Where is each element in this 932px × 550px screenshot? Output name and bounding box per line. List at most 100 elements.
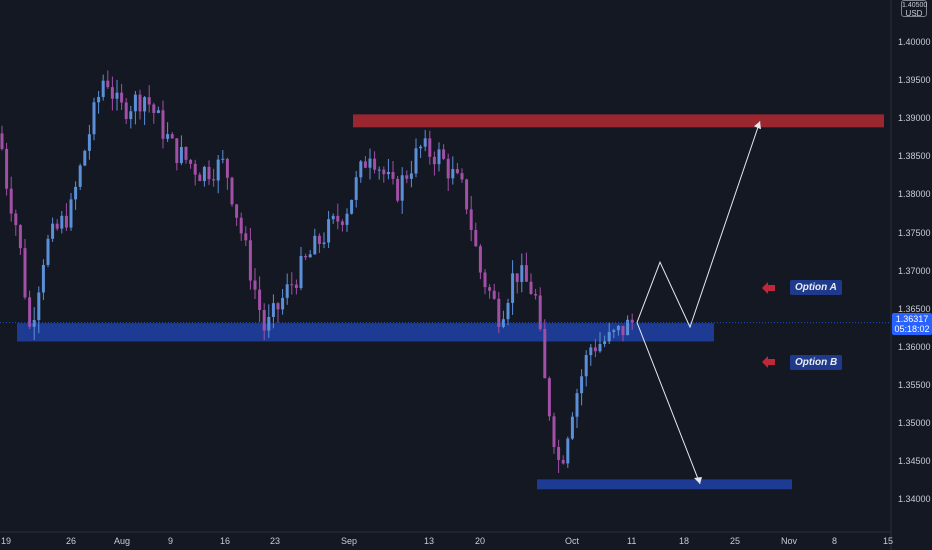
candle-down: [225, 158, 229, 178]
current-price-tag: 1.36317 05:18:02: [892, 313, 932, 335]
candle-up: [359, 161, 363, 178]
candle-down: [235, 204, 239, 218]
candle-up: [179, 146, 183, 164]
candle-down: [621, 325, 625, 336]
candle-up: [414, 148, 418, 174]
candle-down: [630, 319, 634, 323]
candle-down: [534, 293, 538, 296]
candle-up: [308, 254, 312, 258]
candle-up: [166, 134, 170, 139]
price-tick: 1.36500: [898, 303, 931, 314]
candle-up: [143, 97, 147, 112]
candle-down: [276, 303, 280, 310]
candle-up: [60, 215, 64, 229]
candle-up: [575, 393, 579, 417]
candle-down: [428, 138, 432, 157]
candle-down: [497, 298, 501, 327]
candle-down: [0, 133, 4, 149]
candle-down: [373, 158, 377, 170]
date-tick: 16: [220, 536, 231, 546]
candle-up: [350, 199, 354, 214]
currency-label: 1.40500 USD: [901, 0, 928, 18]
candle-down: [382, 169, 386, 175]
candle-down: [547, 378, 551, 417]
candle-down: [483, 272, 487, 288]
candle-down: [161, 110, 165, 139]
candle-up: [616, 325, 620, 331]
candle-down: [294, 284, 298, 289]
candle-down: [552, 416, 556, 448]
option-a-path: [636, 121, 761, 329]
candle-up: [285, 284, 289, 298]
candle-down: [207, 166, 211, 180]
candle-down: [152, 104, 156, 113]
candle-up: [271, 303, 275, 317]
candle-up: [74, 186, 78, 200]
price-tick: 1.37000: [898, 265, 931, 276]
candle-down: [253, 280, 257, 290]
candle-up: [202, 166, 206, 182]
candle-down: [524, 265, 528, 282]
candle-down: [492, 290, 496, 299]
candle-up: [598, 344, 602, 352]
candle-down: [432, 156, 436, 165]
candle-down: [515, 273, 519, 282]
candle-up: [216, 159, 220, 181]
candle-up: [377, 169, 381, 171]
candle-down: [336, 215, 340, 222]
candle-up: [115, 92, 119, 99]
candle-down: [120, 92, 124, 103]
candle-up: [368, 158, 372, 168]
candle-up: [501, 319, 505, 327]
option-a-label[interactable]: Option A: [790, 280, 842, 295]
candle-up: [267, 316, 271, 331]
option-b-label[interactable]: Option B: [790, 355, 843, 370]
candle-down: [290, 284, 294, 286]
candle-down: [317, 235, 321, 244]
candle-down: [14, 213, 18, 226]
price-tick: 1.40000: [898, 37, 931, 47]
candle-up: [451, 169, 455, 179]
date-tick: Aug: [114, 536, 131, 546]
current-price-countdown: 05:18:02: [894, 324, 930, 334]
candle-down: [405, 175, 409, 179]
candle-up: [626, 319, 630, 336]
candle-down: [193, 163, 197, 175]
candle-down: [138, 94, 142, 112]
candle-up: [580, 376, 584, 394]
candle-up: [607, 332, 611, 342]
option-b-arrowhead: [694, 476, 702, 484]
candle-up: [46, 238, 50, 265]
candle-up: [156, 110, 160, 113]
candle-down: [5, 148, 9, 189]
price-tick: 1.34000: [898, 494, 931, 505]
candle-up: [281, 297, 285, 310]
candle-up: [322, 242, 326, 244]
candle-down: [175, 138, 179, 164]
support-zone-lower[interactable]: [537, 479, 792, 490]
candle-down: [455, 169, 459, 174]
candle-down: [170, 134, 174, 139]
candle-down: [64, 215, 68, 228]
candle-up: [520, 265, 524, 282]
candle-down: [230, 177, 234, 205]
candle-down: [543, 329, 547, 379]
resistance-zone[interactable]: [353, 114, 884, 128]
date-tick: 19: [1, 536, 12, 546]
date-tick: 20: [475, 536, 486, 546]
price-tick: 1.34500: [898, 456, 931, 467]
date-tick: 25: [730, 536, 741, 546]
candle-up: [566, 438, 570, 464]
candle-up: [400, 175, 404, 201]
option-b-arrow-icon: [762, 356, 775, 368]
price-tick: 1.38500: [898, 151, 931, 162]
candle-down: [110, 87, 114, 99]
candle-down: [9, 188, 13, 214]
price-tick: 1.37500: [898, 227, 931, 238]
date-tick: 13: [424, 536, 435, 546]
candle-down: [488, 287, 492, 291]
candle-up: [327, 219, 331, 243]
candle-down: [529, 281, 533, 294]
candle-up: [589, 347, 593, 356]
